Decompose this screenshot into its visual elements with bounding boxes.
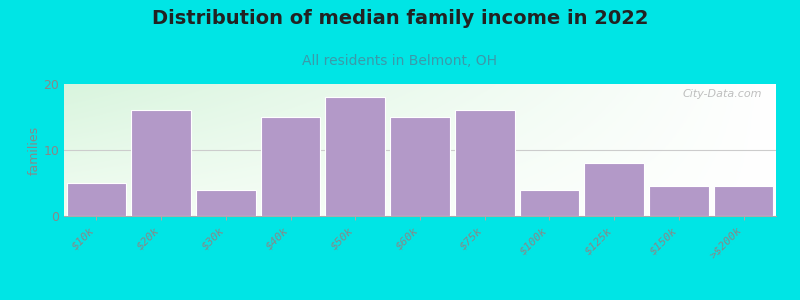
Bar	[326, 97, 385, 216]
Text: City-Data.com: City-Data.com	[682, 89, 762, 99]
Bar	[131, 110, 191, 216]
Bar	[714, 186, 774, 216]
Bar	[196, 190, 255, 216]
Bar	[520, 190, 579, 216]
Bar	[261, 117, 320, 216]
Bar	[585, 163, 644, 216]
Bar	[455, 110, 514, 216]
Bar	[649, 186, 709, 216]
Bar	[390, 117, 450, 216]
Y-axis label: families: families	[27, 125, 41, 175]
Text: All residents in Belmont, OH: All residents in Belmont, OH	[302, 54, 498, 68]
Text: Distribution of median family income in 2022: Distribution of median family income in …	[152, 9, 648, 28]
Bar	[66, 183, 126, 216]
